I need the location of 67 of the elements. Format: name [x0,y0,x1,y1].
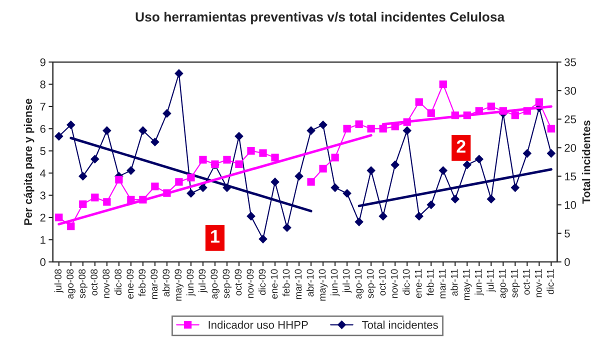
x-tick-label: nov-08 [102,269,110,298]
x-tick-label: mar-09 [150,269,158,299]
x-tick-label: ago-11 [498,269,508,298]
y-tick-label: 5 [40,147,46,156]
x-tick-label: jul-10 [342,269,352,293]
x-tick-label: feb-09 [138,269,146,296]
x-tick-label: ago-09 [210,269,220,299]
x-tick-label: may-10 [318,269,328,301]
x-tick-label: mar-11 [438,269,446,298]
y-axis-title: Per cápita pare y piense [24,98,34,225]
x-tick-label: abr-10 [306,269,314,297]
x-tick-label: nov-09 [246,269,254,298]
x-tick-label: dic-09 [258,269,266,295]
legend-label: Total incidentes [362,320,438,329]
x-tick-label: feb-11 [426,269,434,296]
x-tick-label: oct-09 [234,269,242,296]
x-tick-label: may-11 [462,269,472,300]
x-tick-label: nov-11 [535,269,542,298]
x-tick-label: nov-10 [390,269,398,298]
y-tick-label: 8 [40,80,46,88]
x-tick-label: dic-08 [114,269,122,295]
x-tick-label: oct-08 [90,269,98,296]
x-tick-label: sep-08 [78,269,88,298]
y-tick-label: 1 [40,236,46,244]
x-tick-label: feb-10 [282,269,290,296]
y2-tick-label: 35 [564,58,576,66]
x-tick-label: abr-09 [162,269,170,297]
legend-label: Indicador uso HHPP [208,320,308,329]
y2-tick-label: 20 [564,144,576,152]
y2-tick-label: 25 [564,115,576,124]
chart-title: Uso herramientas preventivas v/s total incidentes Celulosa [136,12,505,24]
y-tick-label: 4 [40,169,46,178]
y-tick-label: 6 [40,124,46,133]
x-tick-label: oct-10 [378,269,386,296]
y2-axis-title: Total incidentes [582,120,590,204]
y2-tick-label: 15 [564,172,576,180]
y-tick-label: 9 [40,58,46,66]
y2-tick-label: 5 [564,230,570,238]
x-tick-label: mar-10 [294,269,302,299]
annotation: 1 [211,230,220,243]
x-tick-label: abr-11 [450,269,458,296]
x-tick-label: jul-11 [486,269,496,292]
x-tick-label: jun-11 [474,269,484,296]
x-tick-label: sep-09 [222,269,232,298]
y2-tick-label: 30 [564,86,576,95]
x-tick-label: jun-09 [186,269,196,296]
x-tick-label: sep-10 [366,269,376,298]
x-tick-label: ago-10 [354,269,364,299]
x-tick-label: ene-10 [270,269,278,299]
x-tick-label: sep-11 [510,269,520,298]
y-tick-label: 3 [40,192,46,200]
x-tick-label: jun-10 [330,269,340,296]
annotation: 2 [456,140,466,153]
y-tick-label: 7 [40,102,46,110]
x-tick-label: dic-11 [546,269,554,294]
y-tick-label: 2 [40,214,46,222]
x-tick-label: ene-09 [126,269,134,299]
x-tick-label: jul-09 [198,269,208,293]
y-tick-label: 0 [40,258,46,266]
y2-tick-label: 0 [564,258,570,266]
x-tick-label: dic-10 [402,269,410,295]
x-tick-label: jul-08 [54,269,64,293]
x-tick-label: ago-08 [66,269,76,299]
x-tick-label: ene-11 [414,269,422,298]
x-tick-label: oct-11 [523,269,530,295]
x-tick-label: may-09 [174,269,184,301]
y2-tick-label: 10 [564,201,576,209]
